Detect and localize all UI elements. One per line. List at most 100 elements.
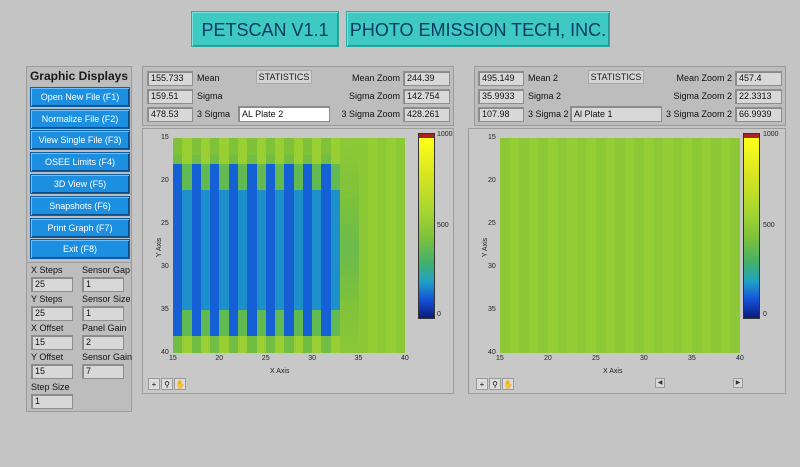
- x-tick-left: 25: [261, 355, 270, 362]
- y-steps-field[interactable]: 25: [31, 306, 73, 321]
- heatmap-cell: [247, 189, 257, 199]
- sensor-size-field[interactable]: 1: [82, 306, 124, 321]
- heatmap-cell: [321, 206, 332, 216]
- y-offset-field[interactable]: 15: [31, 364, 73, 379]
- heatmap-cell: [265, 258, 276, 268]
- heatmap-column: [567, 138, 578, 353]
- heatmap-cell: [200, 284, 211, 294]
- sensor-gap-field[interactable]: 1: [82, 277, 124, 292]
- 3d-view-button[interactable]: 3D View (F5): [30, 174, 130, 194]
- heatmap-cell: [275, 189, 285, 199]
- zoom-icon[interactable]: ⚲: [489, 378, 501, 390]
- heatmap-cell: [284, 284, 295, 294]
- y-tick-right: 30: [488, 263, 496, 270]
- x-tick-right: 40: [736, 355, 744, 362]
- heatmap-cell: [330, 301, 341, 311]
- heatmap-cell: [256, 163, 267, 173]
- x-offset-field[interactable]: 15: [31, 335, 73, 350]
- heatmap-cell: [321, 258, 332, 268]
- x-tick-right: 30: [640, 355, 648, 362]
- heatmap-cell: [173, 146, 183, 156]
- heatmap-cell: [228, 189, 239, 199]
- heatmap-cell: [367, 172, 378, 182]
- osee-limits-button[interactable]: OSEE Limits (F4): [30, 152, 130, 172]
- colorbar-tick-min-left: 0: [437, 311, 441, 318]
- heatmap-plot-left[interactable]: [173, 138, 405, 353]
- heatmap-plot-right[interactable]: [500, 138, 740, 353]
- scroll-right-arrow-icon[interactable]: ▶: [733, 378, 743, 388]
- heatmap-cell: [367, 181, 378, 191]
- y-tick-left: 30: [161, 263, 169, 270]
- heatmap-cell: [330, 310, 341, 320]
- view-single-file-button[interactable]: View Single File (F3): [30, 130, 130, 150]
- heatmap-cell: [367, 284, 378, 294]
- heatmap-cell: [210, 224, 220, 234]
- heatmap-cell: [275, 249, 285, 259]
- heatmap-cell: [367, 292, 378, 302]
- heatmap-cell: [386, 258, 397, 268]
- heatmap-cell: [367, 215, 378, 225]
- panel-gain-field[interactable]: 2: [82, 335, 124, 350]
- heatmap-cell: [284, 155, 295, 165]
- heatmap-cell: [173, 292, 183, 302]
- heatmap-cell: [191, 215, 202, 225]
- exit-button[interactable]: Exit (F8): [30, 239, 130, 259]
- y-axis-label-right: Y Axis: [482, 237, 490, 258]
- scroll-left-arrow-icon[interactable]: ◀: [655, 378, 665, 388]
- heatmap-cell: [256, 232, 267, 242]
- x-axis-label-right: X Axis: [603, 368, 623, 375]
- 3-sigma-zoom-label-right: 3 Sigma Zoom 2: [665, 109, 732, 119]
- heatmap-cell: [256, 344, 267, 353]
- snapshots-button[interactable]: Snapshots (F6): [30, 196, 130, 216]
- statistics-title-left: STATISTICS: [256, 70, 312, 84]
- heatmap-cell: [312, 181, 322, 191]
- normalize-file-button[interactable]: Normalize File (F2): [30, 109, 130, 129]
- heatmap-cell: [173, 215, 183, 225]
- heatmap-cell: [173, 267, 183, 277]
- heatmap-cell: [265, 146, 276, 156]
- heatmap-cell: [191, 198, 202, 208]
- heatmap-cell: [349, 284, 360, 294]
- step-size-field[interactable]: 1: [31, 394, 73, 409]
- heatmap-cell: [377, 215, 387, 225]
- crosshair-icon[interactable]: +: [476, 378, 488, 390]
- heatmap-cell: [275, 146, 285, 156]
- heatmap-cell: [395, 198, 405, 208]
- heatmap-cell: [386, 198, 397, 208]
- file-name-field-right[interactable]: Al Plate 1: [570, 106, 662, 122]
- heatmap-cell: [237, 155, 248, 165]
- zoom-icon[interactable]: ⚲: [161, 378, 173, 390]
- heatmap-cell: [395, 310, 405, 320]
- sensor-gain-field[interactable]: 7: [82, 364, 124, 379]
- heatmap-column: [528, 138, 539, 353]
- heatmap-cell: [302, 241, 313, 251]
- heatmap-cell: [395, 267, 405, 277]
- heatmap-cell: [302, 172, 313, 182]
- heatmap-cell: [191, 335, 202, 345]
- heatmap-cell: [293, 249, 304, 259]
- heatmap-cell: [210, 241, 220, 251]
- print-graph-button[interactable]: Print Graph (F7): [30, 218, 130, 238]
- file-name-field-left[interactable]: AL Plate 2: [238, 106, 330, 122]
- heatmap-cell: [210, 146, 220, 156]
- heatmap-cell: [173, 284, 183, 294]
- heatmap-cell: [367, 163, 378, 173]
- heatmap-cell: [395, 318, 405, 328]
- sensor-gap-label: Sensor Gap: [82, 265, 131, 275]
- crosshair-icon[interactable]: +: [148, 378, 160, 390]
- heatmap-cell: [330, 318, 341, 328]
- heatmap-cell: [367, 232, 378, 242]
- heatmap-cell: [200, 198, 211, 208]
- heatmap-cell: [219, 224, 230, 234]
- heatmap-cell: [302, 327, 313, 337]
- open-new-file-button[interactable]: Open New File (F1): [30, 87, 130, 107]
- heatmap-cell: [228, 155, 239, 165]
- heatmap-cell: [228, 241, 239, 251]
- hand-pan-icon[interactable]: ✋: [502, 378, 514, 390]
- heatmap-cell: [182, 138, 193, 148]
- heatmap-cell: [200, 215, 211, 225]
- heatmap-cell: [191, 172, 202, 182]
- heatmap-cell: [367, 189, 378, 199]
- x-steps-field[interactable]: 25: [31, 277, 73, 292]
- hand-pan-icon[interactable]: ✋: [174, 378, 186, 390]
